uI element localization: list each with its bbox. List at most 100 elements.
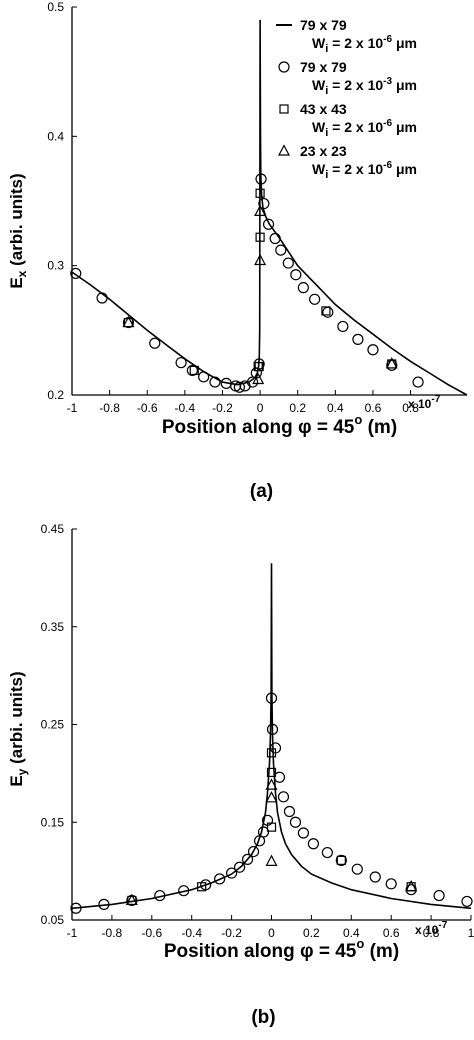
x-multiplier-base: x 10 — [408, 397, 432, 411]
data-point-circle — [258, 197, 270, 210]
data-point-circle — [96, 292, 108, 304]
legend-width-eq: = 2 x 10 — [328, 119, 383, 135]
legend-width-w: W — [312, 77, 326, 93]
data-point-circle — [385, 878, 397, 890]
legend-width-w: W — [312, 161, 326, 177]
x-tick-label: 0 — [268, 926, 275, 940]
y-axis-label-sub: x — [15, 270, 29, 277]
x-tick-label: -0.6 — [137, 401, 158, 415]
y-tick-label: 0.2 — [47, 388, 64, 402]
legend-width-unit: μm — [392, 119, 417, 135]
data-point-triangle — [254, 204, 267, 216]
data-point-circle — [198, 371, 210, 383]
legend-width-exp: -3 — [383, 76, 392, 87]
data-point-circle — [266, 723, 279, 735]
y-tick-label: 0.4 — [47, 129, 64, 143]
data-point-triangle — [265, 778, 278, 790]
legend-width-eq: = 2 x 10 — [328, 77, 383, 93]
series-circle — [70, 173, 424, 393]
x-axis-label-text: Position along φ = 45 — [162, 417, 355, 438]
y-axis-label-sub: y — [15, 768, 29, 775]
data-point-circle — [321, 846, 333, 859]
x-axis-label-degree: o — [354, 412, 362, 427]
data-point-square — [254, 361, 264, 372]
data-point-circle — [309, 293, 321, 305]
data-point-circle — [290, 269, 302, 281]
legend-width-unit: μm — [392, 77, 417, 93]
y-axis-label-rest: (arbi. units) — [7, 173, 26, 270]
x-tick-label: 0.2 — [289, 401, 306, 415]
data-point-triangle — [265, 791, 278, 803]
y-tick-label: 0.25 — [41, 718, 65, 732]
data-point-circle — [461, 895, 473, 908]
y-tick-label: 0.3 — [47, 259, 64, 273]
data-point-circle — [322, 306, 334, 318]
y-tick-label: 0.35 — [41, 620, 65, 634]
x-tick-label: 0.8 — [423, 926, 440, 940]
legend-width-exp: -6 — [383, 118, 392, 129]
data-point-circle — [351, 863, 363, 875]
series-line-curve — [71, 19, 468, 396]
data-point-triangle — [265, 854, 278, 866]
legend-circle-marker — [278, 61, 290, 73]
data-point-circle — [297, 282, 309, 294]
series-line-curve — [71, 563, 472, 910]
x-tick-label: 0 — [257, 401, 264, 415]
data-point-circle — [433, 889, 445, 902]
data-point-circle — [98, 898, 110, 910]
data-point-circle — [262, 218, 275, 230]
data-point-square — [266, 748, 277, 758]
data-point-circle — [154, 889, 166, 902]
data-point-triangle — [122, 315, 135, 328]
data-point-circle — [214, 873, 226, 885]
legend-triangle-marker — [278, 144, 290, 156]
legend-width-unit: μm — [392, 35, 417, 51]
series-triangle — [122, 204, 398, 385]
data-point-triangle — [254, 253, 267, 266]
x-multiplier-exp: -7 — [431, 394, 440, 405]
data-point-circle — [283, 805, 296, 818]
data-point-circle — [178, 885, 190, 897]
series-square — [123, 188, 397, 376]
data-point-circle — [289, 816, 302, 828]
series-line — [71, 563, 472, 910]
x-tick-label: 1 — [468, 926, 474, 940]
data-point-circle — [70, 902, 82, 914]
y-axis-label: Ex (arbi. units) — [7, 173, 29, 288]
data-point-circle — [337, 320, 349, 333]
x-multiplier: x 10-7 — [408, 394, 441, 411]
y-axis-label-rest: (arbi. units) — [7, 671, 26, 768]
x-tick-label: -1 — [67, 401, 78, 415]
y-tick-label: 0.5 — [47, 0, 64, 14]
x-tick-label: 0.6 — [365, 401, 382, 415]
data-point-circle — [269, 232, 281, 245]
series-triangle — [125, 778, 418, 906]
x-tick-label: 0.4 — [327, 401, 344, 415]
x-axis-label: Position along φ = 45o (m) — [162, 412, 397, 438]
data-point-circle — [226, 867, 238, 879]
data-point-circle — [149, 337, 161, 349]
x-tick-label: -0.8 — [99, 401, 120, 415]
x-axis-label-text: Position along φ = 45 — [164, 941, 357, 962]
data-point-triangle — [125, 893, 138, 906]
x-multiplier-base: x 10 — [415, 923, 439, 937]
x-tick-label: -1 — [67, 926, 78, 940]
data-point-circle — [247, 845, 260, 858]
legend-width-w: W — [312, 119, 326, 135]
data-point-circle — [241, 853, 254, 865]
legend-square-marker — [279, 104, 289, 114]
panel-caption: (b) — [251, 1007, 275, 1028]
legend-width: Wi = 2 x 10-6 μm — [312, 118, 417, 139]
series-square — [127, 748, 416, 906]
panel-caption: (a) — [250, 481, 273, 502]
data-point-circle — [275, 244, 287, 256]
data-point-triangle — [385, 357, 398, 369]
x-tick-label: 0.4 — [343, 926, 360, 940]
data-point-square — [197, 882, 207, 892]
data-point-square — [255, 188, 265, 198]
x-multiplier-exp: -7 — [438, 920, 447, 931]
x-axis-label-degree: o — [356, 936, 364, 951]
panel-b: -1 -0.8 -0.6 -0.4 -0.2 0 0.2 0.4 0.6 0.8 1 0.05 0.15… — [7, 522, 474, 1028]
